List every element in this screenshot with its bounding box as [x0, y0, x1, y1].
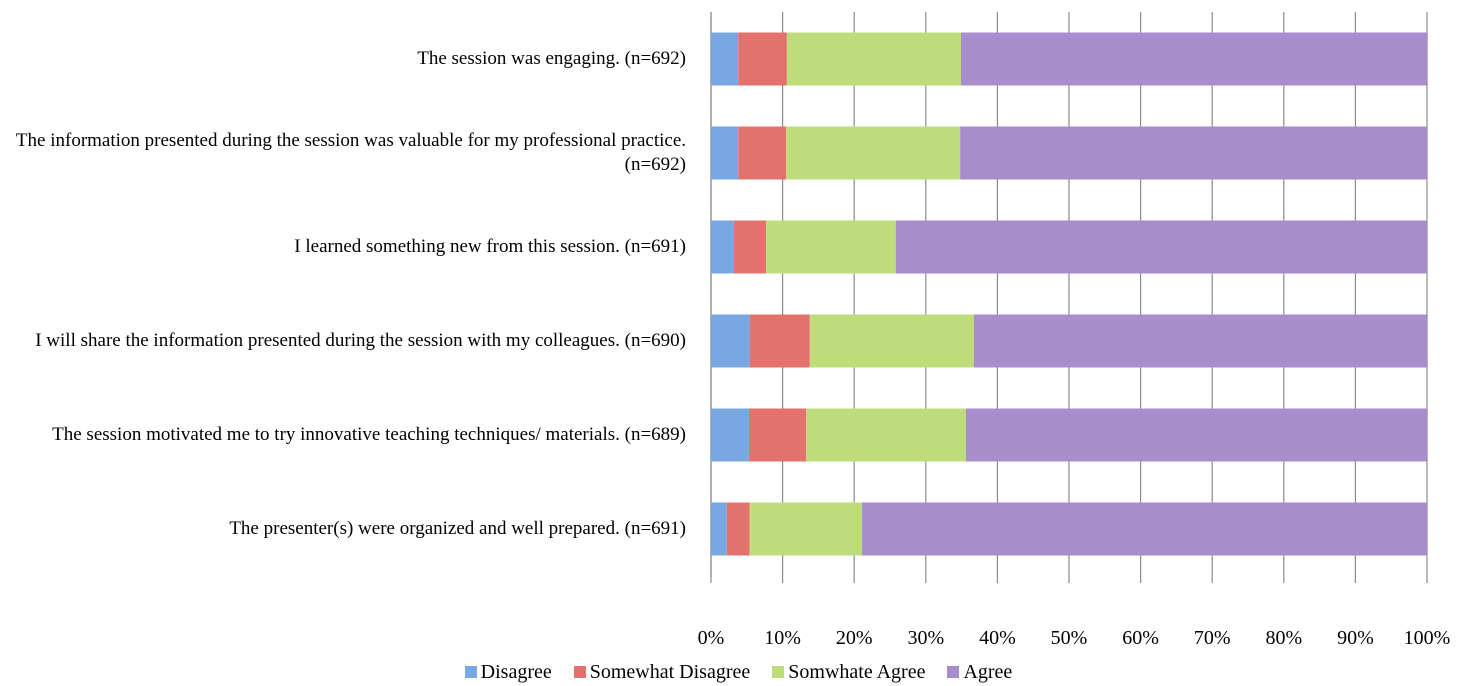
category-label: The session motivated me to try innovati… — [52, 424, 686, 445]
bar-segment — [960, 32, 1427, 86]
category-label: The information presented during the ses… — [15, 130, 686, 175]
legend-item: Somewhat Disagree — [573, 660, 751, 684]
x-tick-label: 80% — [1265, 627, 1302, 649]
bar-segment — [711, 502, 727, 556]
legend-swatch — [464, 666, 477, 678]
category-label: I learned something new from this sessio… — [294, 236, 686, 257]
category-label: The presenter(s) were organized and well… — [229, 518, 686, 539]
legend-label: Somwhate Agree — [788, 661, 926, 683]
bar-segment — [806, 408, 966, 462]
x-tick-label: 70% — [1194, 627, 1231, 649]
legend-label: Disagree — [480, 661, 552, 683]
chart: 0% 10% 20% 30% 40% 50% 60% 70% 80% 90% 100% — [698, 12, 1451, 649]
bar-segment — [766, 220, 896, 274]
bar-segment — [711, 126, 739, 180]
bar-segment — [862, 502, 1427, 556]
bar-segment — [738, 32, 787, 86]
legend-swatch — [573, 666, 586, 678]
bar-segment — [965, 408, 1427, 462]
category-label: I will share the information presented d… — [35, 330, 686, 351]
x-tick-label: 90% — [1337, 627, 1374, 649]
x-tick-label: 20% — [836, 627, 873, 649]
bar-segment — [733, 220, 767, 274]
category-label: The session was engaging. (n=692) — [417, 48, 686, 69]
bar-segment — [809, 314, 974, 368]
x-tick-label: 50% — [1051, 627, 1088, 649]
bar-segment — [749, 314, 810, 368]
bar-segment — [748, 408, 807, 462]
x-tick-label: 10% — [764, 627, 801, 649]
x-tick-label: 60% — [1122, 627, 1159, 649]
bar-segment — [711, 220, 734, 274]
legend-swatch — [772, 666, 785, 678]
legend-item: Agree — [947, 660, 1012, 684]
bar-segment — [749, 502, 863, 556]
x-tick-label: 100% — [1404, 627, 1451, 649]
bar-segment — [738, 126, 787, 180]
legend-item: Disagree — [464, 660, 552, 684]
bar-segment — [973, 314, 1427, 368]
bar-segment — [786, 126, 961, 180]
legend: Disagree Somewhat Disagree Somwhate Agree A… — [0, 660, 1477, 684]
legend-item: Somwhate Agree — [772, 660, 925, 684]
legend-label: Agree — [963, 661, 1013, 683]
legend-swatch — [947, 666, 960, 678]
legend-label: Somewhat Disagree — [589, 661, 751, 683]
bar-segment — [711, 32, 739, 86]
x-tick-label: 0% — [698, 627, 725, 649]
x-tick-label: 40% — [979, 627, 1016, 649]
bar-segment — [711, 314, 750, 368]
bar-segment — [726, 502, 750, 556]
bar-segment — [711, 408, 749, 462]
bar-segment — [895, 220, 1427, 274]
bar-segment — [786, 32, 961, 86]
bar-segment — [960, 126, 1427, 180]
x-tick-label: 30% — [907, 627, 944, 649]
